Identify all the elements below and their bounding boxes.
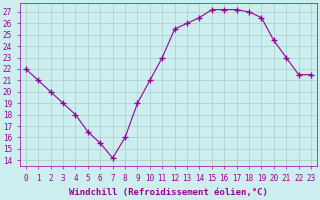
X-axis label: Windchill (Refroidissement éolien,°C): Windchill (Refroidissement éolien,°C) (69, 188, 268, 197)
